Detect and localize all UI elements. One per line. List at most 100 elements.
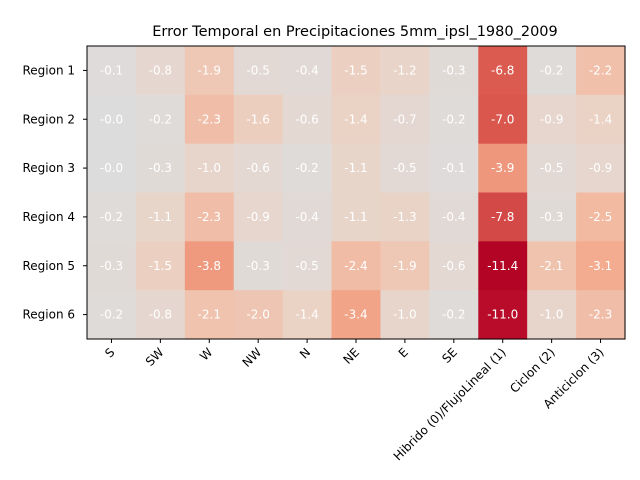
heatmap-cell — [429, 241, 479, 291]
x-tick-label: SW — [143, 345, 167, 369]
cell-value-label: -1.4 — [344, 112, 367, 126]
y-tick-label: Region 5 — [22, 259, 75, 273]
cell-value-label: -3.4 — [344, 308, 367, 322]
heatmap-cell — [233, 94, 284, 145]
cell-value-label: -0.4 — [295, 210, 318, 224]
cell-value-label: -2.3 — [198, 112, 221, 126]
heatmap-cell — [429, 290, 479, 340]
heatmap-cell — [429, 192, 479, 242]
cell-value-label: -0.3 — [149, 161, 172, 175]
heatmap-cell — [380, 241, 430, 291]
heatmap-cell — [135, 94, 186, 145]
heatmap-cell — [380, 46, 430, 96]
cell-value-label: -0.9 — [246, 210, 269, 224]
heatmap-cell — [135, 192, 186, 242]
cell-value-label: -1.3 — [393, 210, 416, 224]
heatmap-cell — [331, 94, 382, 145]
heatmap-cell — [135, 290, 186, 340]
heatmap-cell — [233, 290, 284, 340]
cell-value-label: -0.5 — [295, 259, 318, 273]
cell-value-label: -11.4 — [487, 259, 518, 273]
heatmap-cell — [576, 46, 626, 96]
cell-value-label: -6.8 — [491, 63, 514, 77]
cell-value-label: -0.6 — [295, 112, 318, 126]
chart-title: Error Temporal en Precipitaciones 5mm_ip… — [152, 24, 558, 40]
cell-value-label: -0.3 — [100, 259, 123, 273]
cell-value-label: -0.9 — [589, 161, 612, 175]
heatmap-cell — [380, 143, 430, 194]
cell-value-label: -0.9 — [540, 112, 563, 126]
cell-value-label: -0.0 — [100, 161, 123, 175]
x-tick-label: S — [102, 345, 117, 360]
cell-value-label: -1.1 — [149, 210, 172, 224]
heatmap-cell — [576, 192, 626, 242]
cell-value-label: -2.5 — [589, 210, 612, 224]
heatmap-cell — [478, 143, 528, 194]
cell-value-label: -0.6 — [246, 161, 269, 175]
cell-value-label: -7.0 — [491, 112, 514, 126]
cell-value-label: -0.8 — [149, 63, 172, 77]
cell-value-label: -0.2 — [295, 161, 318, 175]
cell-value-label: -11.0 — [487, 308, 518, 322]
heatmap-cell — [184, 143, 235, 194]
cell-value-label: -7.8 — [491, 210, 514, 224]
heatmap-cell — [527, 46, 577, 96]
heatmap-cell — [527, 192, 577, 242]
cell-value-label: -0.5 — [246, 63, 269, 77]
cell-value-label: -0.2 — [540, 63, 563, 77]
heatmap-cell — [233, 46, 284, 96]
cell-value-label: -1.4 — [295, 308, 318, 322]
cell-value-label: -1.6 — [246, 112, 269, 126]
heatmap-cell — [282, 192, 333, 242]
cell-value-label: -1.0 — [198, 161, 221, 175]
cell-value-label: -0.2 — [100, 210, 123, 224]
cell-value-label: -3.1 — [589, 259, 612, 273]
cell-value-label: -1.1 — [344, 161, 367, 175]
cell-value-label: -1.0 — [393, 308, 416, 322]
heatmap-cell — [135, 46, 186, 96]
heatmap-cell — [478, 192, 528, 242]
heatmap-cell — [282, 46, 333, 96]
heatmap-cell — [184, 290, 235, 340]
heatmap-cell — [576, 143, 626, 194]
cell-value-label: -0.3 — [540, 210, 563, 224]
cell-value-label: -0.2 — [442, 112, 465, 126]
heatmap-cell — [429, 94, 479, 145]
cell-value-label: -0.4 — [442, 210, 465, 224]
cell-value-label: -1.5 — [149, 259, 172, 273]
heatmap-cell — [331, 241, 382, 291]
x-tick-label: Ciclon (2) — [507, 345, 557, 395]
heatmap-cell — [135, 241, 186, 291]
heatmap-cell — [184, 241, 235, 291]
heatmap-cell — [331, 192, 382, 242]
cell-value-label: -1.1 — [344, 210, 367, 224]
heatmap-cells — [87, 46, 626, 340]
heatmap-cell — [87, 290, 137, 340]
heatmap-cell — [282, 290, 333, 340]
cell-value-label: -0.5 — [393, 161, 416, 175]
cell-value-label: -0.1 — [442, 161, 465, 175]
heatmap-cell — [233, 192, 284, 242]
heatmap-cell — [527, 241, 577, 291]
cell-value-label: -1.9 — [198, 63, 221, 77]
cell-value-label: -2.0 — [246, 308, 269, 322]
cell-value-label: -1.0 — [540, 308, 563, 322]
heatmap-cell — [527, 143, 577, 194]
heatmap-cell-labels: -0.1 -0.8 -1.9 -0.5 -0.4 -1.5 -1.2 -0.3 -6.8 -0.2… — [100, 63, 613, 321]
cell-value-label: -0.1 — [100, 63, 123, 77]
heatmap-cell — [527, 94, 577, 145]
heatmap-cell — [184, 94, 235, 145]
heatmap-cell — [87, 192, 137, 242]
cell-value-label: -0.3 — [246, 259, 269, 273]
heatmap-cell — [87, 241, 137, 291]
heatmap-cell — [576, 241, 626, 291]
heatmap-cell — [233, 241, 284, 291]
heatmap-cell — [282, 94, 333, 145]
x-tick-label: NE — [341, 345, 363, 367]
cell-value-label: -3.9 — [491, 161, 514, 175]
heatmap-cell — [331, 46, 382, 96]
y-tick-label: Region 3 — [22, 161, 75, 175]
heatmap-cell — [135, 143, 186, 194]
heatmap-cell — [282, 143, 333, 194]
